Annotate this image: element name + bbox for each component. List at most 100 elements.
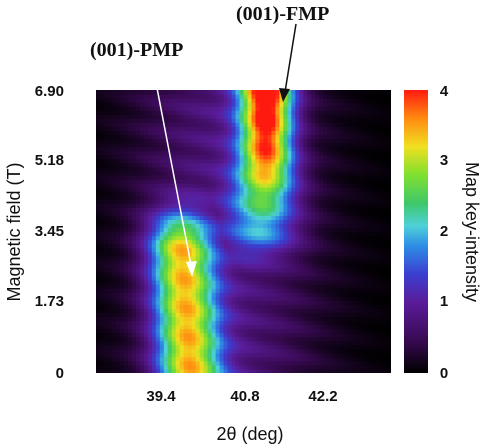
- heatmap-cell: [235, 134, 241, 140]
- heatmap-cell: [155, 134, 161, 140]
- heatmap-cell: [131, 300, 137, 305]
- heatmap-cell: [343, 364, 348, 370]
- heatmap-cell: [351, 324, 356, 330]
- heatmap-cell: [135, 162, 141, 168]
- heatmap-cell: [267, 267, 273, 273]
- heatmap-cell: [135, 223, 141, 229]
- heatmap-cell: [319, 348, 324, 354]
- heatmap-cell: [159, 348, 165, 354]
- heatmap-cell: [255, 187, 261, 192]
- heatmap-cell: [291, 275, 296, 281]
- heatmap-cell: [183, 332, 189, 338]
- heatmap-cell: [183, 122, 189, 127]
- heatmap-cell: [107, 288, 113, 293]
- heatmap-cell: [343, 138, 348, 144]
- heatmap-cell: [99, 110, 105, 115]
- heatmap-cell: [335, 255, 340, 261]
- heatmap-cell: [319, 154, 324, 160]
- heatmap-cell: [203, 259, 209, 265]
- heatmap-cell: [287, 138, 292, 144]
- heatmap-cell: [323, 344, 328, 350]
- heatmap-cell: [295, 360, 300, 366]
- heatmap-cell: [207, 312, 213, 317]
- heatmap-cell: [251, 259, 257, 265]
- heatmap-cell: [99, 235, 105, 241]
- heatmap-cell: [287, 150, 292, 156]
- heatmap-cell: [251, 110, 257, 115]
- heatmap-cell: [239, 114, 245, 119]
- heatmap-cell: [291, 336, 296, 342]
- heatmap-cell: [275, 336, 280, 342]
- heatmap-cell: [299, 280, 304, 285]
- heatmap-cell: [319, 239, 324, 245]
- heatmap-cell: [131, 312, 137, 317]
- heatmap-cell: [247, 316, 253, 322]
- heatmap-cell: [295, 166, 300, 172]
- heatmap-cell: [227, 195, 233, 200]
- heatmap-cell: [303, 352, 308, 358]
- heatmap-cell: [375, 251, 380, 257]
- heatmap-cell: [235, 166, 241, 172]
- heatmap-cell: [139, 239, 145, 245]
- heatmap-cell: [371, 130, 376, 136]
- heatmap-cell: [315, 219, 320, 225]
- heatmap-cell: [315, 211, 320, 216]
- heatmap-cell: [319, 288, 324, 293]
- heatmap-cell: [96, 122, 101, 127]
- heatmap-cell: [283, 227, 288, 233]
- heatmap-cell: [351, 280, 356, 285]
- heatmap-cell: [163, 356, 169, 362]
- heatmap-cell: [295, 275, 300, 281]
- heatmap-cell: [363, 110, 368, 115]
- heatmap-cell: [379, 110, 384, 115]
- heatmap-cell: [187, 146, 193, 152]
- heatmap-cell: [319, 191, 324, 196]
- heatmap-cell: [327, 102, 332, 107]
- heatmap-cell: [123, 292, 129, 297]
- heatmap-cell: [331, 275, 336, 281]
- heatmap-cell: [227, 154, 233, 160]
- heatmap-cell: [303, 296, 308, 301]
- heatmap-cell: [319, 316, 324, 322]
- heatmap-cell: [251, 308, 257, 313]
- heatmap-cell: [347, 288, 352, 293]
- heatmap-cell: [367, 110, 372, 115]
- heatmap-cell: [319, 292, 324, 297]
- heatmap-cell: [179, 296, 185, 301]
- heatmap-cell: [307, 243, 312, 249]
- heatmap-cell: [155, 146, 161, 152]
- heatmap-cell: [327, 296, 332, 301]
- heatmap-cell: [335, 203, 340, 208]
- heatmap-cell: [311, 174, 316, 180]
- heatmap-cell: [279, 368, 284, 373]
- heatmap-cell: [255, 182, 261, 188]
- heatmap-cell: [343, 247, 348, 253]
- heatmap-cell: [227, 304, 233, 309]
- heatmap-cell: [263, 247, 269, 253]
- heatmap-cell: [255, 352, 261, 358]
- heatmap-cell: [139, 332, 145, 338]
- heatmap-cell: [315, 235, 320, 241]
- heatmap-cell: [231, 271, 237, 277]
- heatmap-cell: [319, 308, 324, 313]
- heatmap-cell: [355, 178, 360, 184]
- heatmap-cell: [295, 308, 300, 313]
- heatmap-cell: [335, 158, 340, 164]
- heatmap-cell: [379, 215, 384, 220]
- heatmap-cell: [343, 114, 348, 119]
- heatmap-cell: [283, 340, 288, 346]
- heatmap-cell: [243, 328, 249, 334]
- heatmap-cell: [375, 154, 380, 160]
- heatmap-cell: [319, 199, 324, 204]
- heatmap-cell: [111, 280, 117, 285]
- heatmap-cell: [215, 166, 221, 172]
- heatmap-cell: [135, 178, 141, 184]
- heatmap-cell: [299, 130, 304, 136]
- heatmap-cell: [339, 312, 344, 317]
- heatmap-cell: [235, 102, 241, 107]
- heatmap-cell: [171, 364, 177, 370]
- heatmap-cell: [383, 344, 388, 350]
- heatmap-cell: [191, 203, 197, 208]
- heatmap-cell: [111, 138, 117, 144]
- heatmap-cell: [347, 142, 352, 148]
